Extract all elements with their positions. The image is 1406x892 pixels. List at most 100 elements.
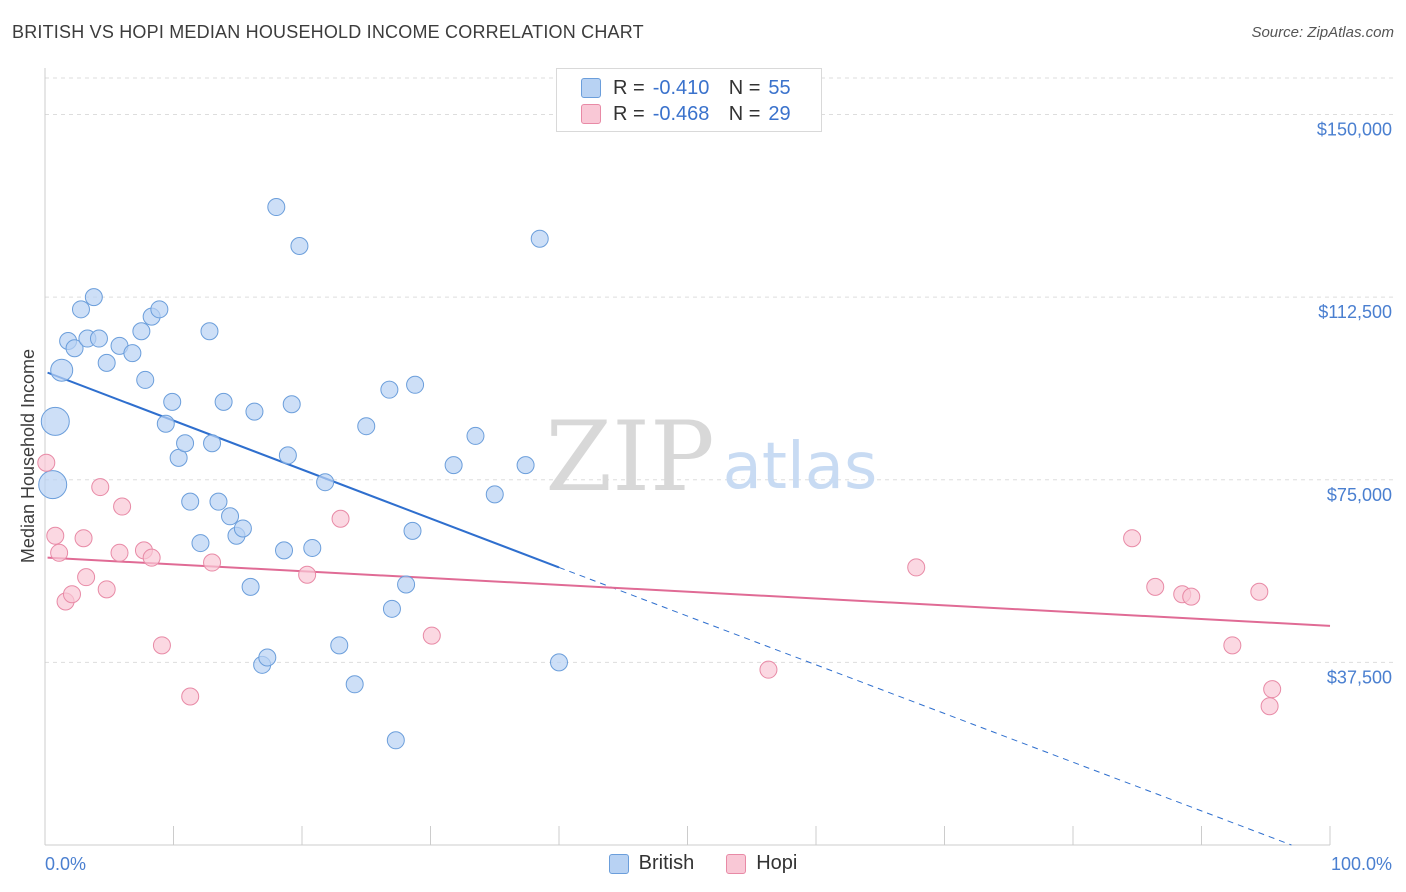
british-point (278, 446, 297, 465)
hopi-point (1182, 587, 1201, 606)
british-point (132, 322, 151, 341)
x-tick-label: 0.0% (45, 854, 86, 874)
british-point (65, 339, 84, 358)
british-point (136, 370, 155, 389)
legend-row-british: R = -0.410 N = 55 (581, 75, 791, 101)
hopi-point (907, 558, 926, 577)
hopi-n-label: N = (728, 102, 761, 125)
hopi-point (422, 626, 441, 645)
british-point (233, 519, 252, 538)
british-point (444, 456, 463, 475)
british-point (191, 534, 210, 553)
hopi-point (203, 553, 222, 572)
british-point (282, 395, 301, 414)
hopi-trend-line (47, 556, 1331, 627)
british-point (275, 541, 294, 560)
british-point (382, 599, 401, 618)
british-r-label: R = (613, 76, 645, 99)
hopi-point (50, 543, 69, 562)
hopi-n-value: 29 (768, 102, 791, 125)
british-point (150, 300, 169, 319)
british-swatch (581, 78, 601, 98)
watermark-atlas: atlas (723, 430, 878, 504)
british-point (267, 198, 286, 217)
trend-lines (47, 371, 1331, 846)
hopi-point (46, 526, 65, 545)
y-axis-label: Median Household Income (18, 349, 38, 563)
legend-item-british[interactable]: British (608, 852, 694, 875)
british-point (163, 392, 182, 411)
hopi-point (298, 565, 317, 584)
british-point (123, 344, 142, 363)
hopi-r-value: -0.468 (652, 102, 710, 125)
watermark-zip: ZIP (545, 401, 714, 513)
british-trend-extension (558, 566, 1292, 846)
y-tick-label: $75,000 (1327, 485, 1392, 505)
series-legend: British Hopi (0, 852, 1406, 875)
british-point (221, 507, 240, 526)
british-point (380, 380, 399, 399)
british-point (397, 575, 416, 594)
hopi-point (113, 497, 132, 516)
british-trend-line (47, 371, 560, 569)
x-tick-labels: 0.0% 100.0% (45, 854, 1392, 874)
british-point (550, 653, 568, 672)
hopi-point (1146, 577, 1165, 596)
source-label: Source: ZipAtlas.com (1251, 24, 1394, 41)
hopi-point (77, 568, 96, 587)
british-point (258, 648, 277, 667)
british-point (203, 434, 222, 453)
british-legend-swatch (608, 853, 629, 874)
british-point (357, 417, 376, 436)
british-point (71, 300, 90, 319)
chart-title: BRITISH VS HOPI MEDIAN HOUSEHOLD INCOME … (12, 22, 644, 42)
hopi-point (74, 529, 93, 548)
hopi-legend-swatch (726, 853, 747, 874)
y-tick-label: $112,500 (1318, 302, 1392, 322)
british-points (38, 198, 568, 750)
y-tick-label: $37,500 (1327, 667, 1392, 687)
correlation-legend: R = -0.410 N = 55 R = -0.468 N = 29 (556, 68, 822, 132)
hopi-point (110, 543, 129, 562)
british-point (176, 434, 195, 453)
y-tick-label: $150,000 (1317, 120, 1392, 140)
british-point (303, 538, 322, 557)
british-n-value: 55 (768, 76, 791, 99)
british-point (245, 402, 264, 421)
british-point (40, 406, 70, 436)
british-point (290, 237, 309, 256)
hopi-point (142, 548, 161, 567)
british-point (84, 288, 103, 307)
hopi-r-label: R = (613, 102, 645, 125)
hopi-points (37, 453, 1282, 716)
hopi-point (331, 509, 350, 528)
british-point (386, 731, 405, 750)
y-tick-labels: $37,500 $75,000 $112,500 $150,000 (1317, 120, 1392, 688)
british-n-label: N = (728, 76, 761, 99)
british-point (330, 636, 349, 655)
hopi-point (1263, 680, 1282, 699)
british-point (345, 675, 364, 694)
hopi-point (1123, 529, 1142, 548)
legend-item-hopi[interactable]: Hopi (726, 852, 797, 875)
british-point (156, 414, 175, 433)
british-point (38, 470, 68, 500)
british-point (316, 473, 335, 492)
legend-row-hopi: R = -0.468 N = 29 (581, 101, 791, 127)
british-point (214, 392, 233, 411)
hopi-point (181, 687, 200, 706)
british-point (241, 577, 260, 596)
hopi-swatch (581, 104, 601, 124)
hopi-point (91, 478, 110, 497)
british-point (485, 485, 504, 504)
british-point (516, 456, 535, 475)
watermark: ZIP atlas (545, 401, 877, 513)
axes (44, 68, 1331, 846)
british-point (466, 426, 485, 445)
x-tick-label: 100.0% (1331, 854, 1392, 874)
hopi-point (37, 453, 56, 472)
british-point (50, 358, 74, 382)
british-point (403, 521, 422, 540)
hopi-point (759, 660, 778, 679)
